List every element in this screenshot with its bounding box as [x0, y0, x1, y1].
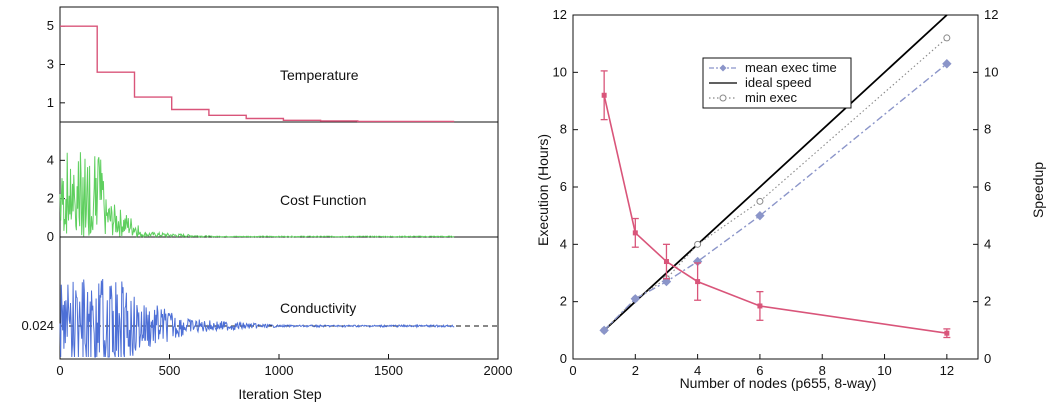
legend-swatch-marker [719, 64, 727, 72]
left-x-tick-label: 1500 [374, 363, 403, 378]
temperature-label: Temperature [280, 67, 359, 83]
cost-function-series-line [59, 152, 455, 239]
legend-entry-label: ideal speed [745, 75, 812, 90]
left-x-tick-label: 2000 [484, 363, 513, 378]
cost-y-tick-label: 0 [47, 229, 54, 244]
conductivity-series-line [59, 278, 455, 358]
left-x-tick-label: 0 [56, 363, 63, 378]
right-x-tick-label: 8 [819, 363, 826, 378]
temperature-y-tick-label: 1 [47, 95, 54, 110]
speedup-y-tick-label: 8 [984, 122, 991, 137]
right-x-tick-label: 0 [569, 363, 576, 378]
ideal-speed-line [603, 14, 948, 331]
temperature-panel-frame [59, 6, 499, 123]
min-exec-point [943, 34, 951, 42]
cost-y-tick-label: 4 [47, 152, 54, 167]
mean-exec-time-point [630, 294, 641, 304]
speedup-y-tick-label: 10 [984, 64, 998, 79]
legend-swatch-marker [719, 94, 727, 102]
execution-time-point [632, 230, 638, 236]
mean-exec-time-point [942, 59, 952, 69]
right-x-axis-label: Number of nodes (p655, 8-way) [680, 375, 877, 391]
left-x-tick-label: 500 [159, 363, 181, 378]
left-x-tick-label: 1000 [265, 363, 294, 378]
speedup-y-tick-label: 4 [984, 236, 991, 251]
execution-y-tick-label: 8 [560, 122, 567, 137]
execution-axis-label: Execution (Hours) [535, 134, 551, 246]
speedup-y-tick-label: 12 [984, 7, 998, 22]
mean-exec-time-line [603, 63, 948, 331]
speedup-y-tick-label: 6 [984, 179, 991, 194]
mean-exec-time-point [755, 210, 765, 221]
execution-y-tick-label: 6 [560, 179, 567, 194]
execution-time-point [695, 279, 701, 285]
speedup-axis-label: Speedup [1030, 162, 1046, 218]
execution-time-point [663, 259, 669, 265]
right-x-tick-label: 4 [694, 363, 701, 378]
right-x-tick-label: 6 [756, 363, 763, 378]
right-x-tick-label: 12 [940, 363, 954, 378]
conductivity-y-tick-label: 0.024 [21, 318, 54, 333]
execution-time-point [757, 303, 763, 309]
execution-y-tick-label: 4 [560, 236, 567, 251]
right-x-tick-label: 2 [632, 363, 639, 378]
execution-y-tick-label: 2 [560, 294, 567, 309]
temperature-series-line [60, 25, 455, 123]
execution-y-tick-label: 12 [553, 7, 567, 22]
legend-entry-label: mean exec time [745, 60, 837, 75]
legend-entry-label: min exec [745, 90, 798, 105]
execution-time-point [601, 92, 607, 98]
execution-y-tick-label: 10 [553, 64, 567, 79]
conductivity-label: Conductivity [280, 300, 356, 316]
right-x-tick-label: 10 [877, 363, 891, 378]
cost-function-label: Cost Function [280, 192, 366, 208]
speedup-y-tick-label: 0 [984, 351, 991, 366]
mean-exec-time-point [661, 276, 672, 287]
execution-time-line [603, 95, 947, 334]
temperature-y-tick-label: 3 [47, 57, 54, 72]
speedup-y-tick-label: 2 [984, 294, 991, 309]
temperature-y-tick-label: 5 [47, 18, 54, 33]
cost-y-tick-label: 2 [47, 191, 54, 206]
min-exec-point [694, 240, 702, 248]
mean-exec-time-point [599, 325, 609, 336]
left-x-axis-label: Iteration Step [238, 386, 321, 402]
execution-time-point [944, 330, 950, 336]
execution-y-tick-label: 0 [560, 351, 567, 366]
min-exec-point [756, 197, 764, 205]
